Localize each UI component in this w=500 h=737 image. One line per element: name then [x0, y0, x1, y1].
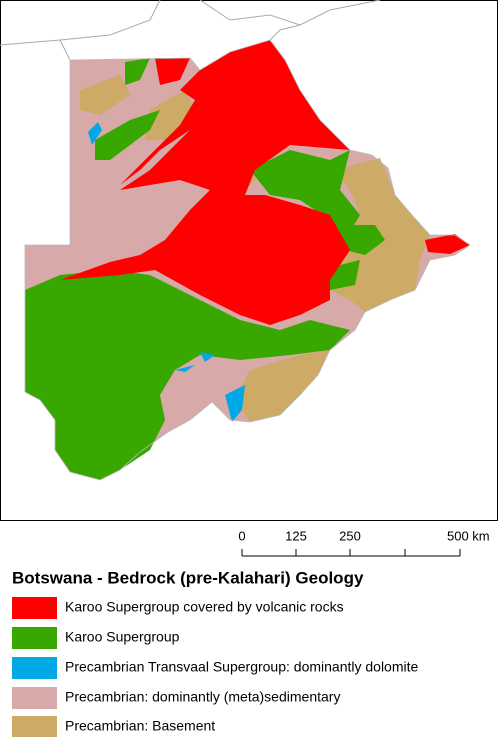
legend-title: Botswana - Bedrock (pre-Kalahari) Geolog…	[12, 568, 364, 587]
scale-label: 125	[285, 528, 307, 543]
scale-label: 500 km	[447, 528, 490, 543]
legend-label: Karoo Supergroup covered by volcanic roc…	[65, 599, 344, 615]
neighbour-borders	[0, 0, 381, 61]
unit-area	[25, 270, 350, 480]
unit-area	[60, 40, 350, 325]
legend: Karoo Supergroup covered by volcanic roc…	[12, 597, 419, 737]
scale-label: 250	[339, 528, 361, 543]
legend-swatch	[12, 716, 57, 737]
legend-swatch	[12, 657, 57, 679]
legend-label: Precambrian: dominantly (meta)sedimentar…	[65, 689, 340, 705]
unit-area	[235, 350, 330, 422]
legend-swatch	[12, 597, 57, 619]
scale-bar: 0 125 250 500 km	[238, 528, 490, 557]
legend-label: Karoo Supergroup	[65, 629, 180, 645]
unit-area	[95, 58, 160, 160]
unit-area	[80, 75, 290, 190]
country-outline	[24, 39, 471, 481]
legend-swatch	[12, 627, 57, 649]
geology-units	[25, 40, 470, 480]
legend-label: Precambrian: Basement	[65, 718, 215, 734]
scale-label: 0	[238, 528, 245, 543]
unit-area	[320, 225, 385, 290]
legend-label: Precambrian Transvaal Supergroup: domina…	[65, 659, 419, 675]
unit-area	[250, 150, 360, 240]
legend-swatch	[12, 687, 57, 709]
